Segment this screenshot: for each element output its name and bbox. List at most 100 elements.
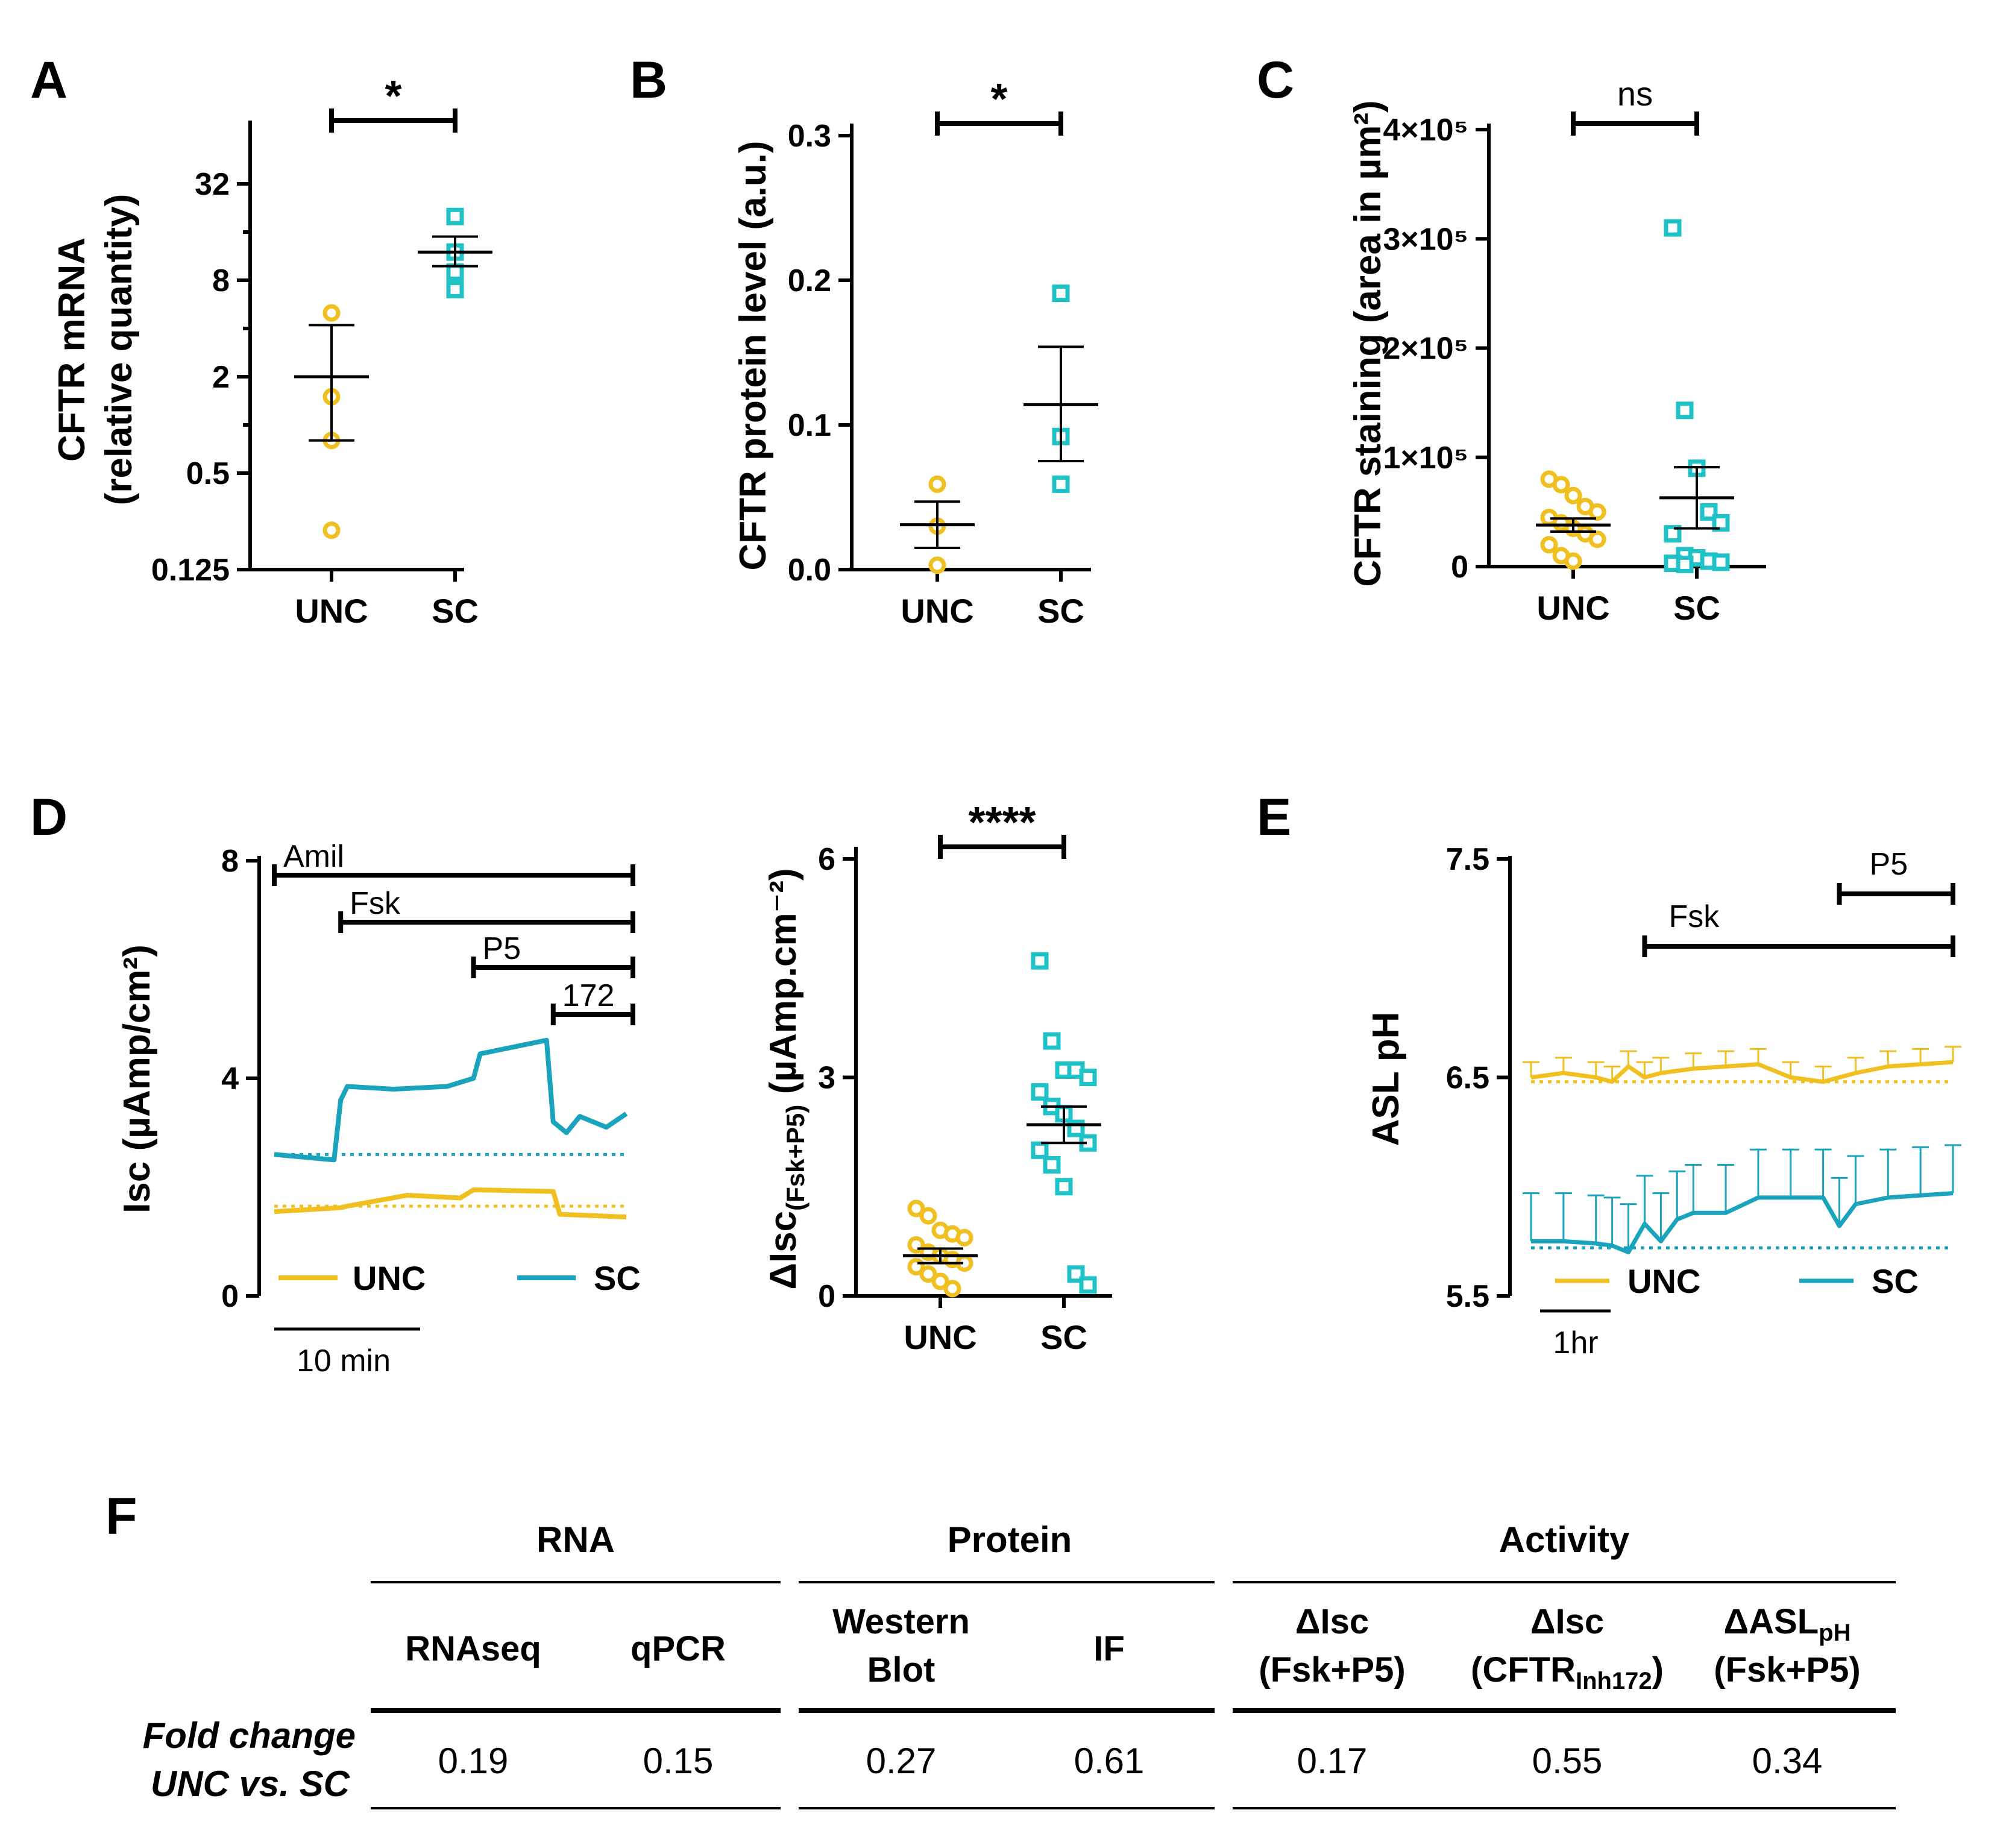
table-col-rnaseq: RNAseq	[405, 1629, 541, 1668]
table-col-dasl-line1: ΔASLpH	[1723, 1602, 1850, 1646]
chart-c-point-unc	[1588, 530, 1606, 548]
chart-e-legend-sc: SC	[1872, 1262, 1919, 1300]
table-col-qpcr: qPCR	[630, 1629, 726, 1668]
chart-e-drug-label: Fsk	[1668, 899, 1720, 934]
chart-a-category-label: SC	[432, 592, 479, 630]
table-value-dasl: 0.34	[1752, 1741, 1823, 1781]
chart-c-significance: ns	[1617, 75, 1653, 113]
table-col-disc-cftr-line2-a: (CFTR	[1471, 1650, 1576, 1689]
chart-c-ytick-label: 0	[1451, 550, 1468, 585]
chart-b-significance: *	[990, 75, 1007, 124]
chart-d-trace-drug-label: Fsk	[350, 886, 401, 921]
chart-b-category-label: UNC	[901, 592, 973, 630]
chart-d-dot-ylabel-sub: (Fsk+P5)	[781, 1105, 810, 1211]
chart-a-point-sc	[446, 280, 464, 298]
chart-d-dot-point-unc	[919, 1207, 937, 1225]
table-col-western-line1: Western	[832, 1602, 970, 1641]
chart-c-category-label: SC	[1673, 589, 1720, 627]
chart-a-ytick-label: 0.5	[186, 456, 230, 491]
chart-e-ytick-label: 7.5	[1446, 842, 1489, 877]
chart-d-dot-point-sc	[1031, 1141, 1049, 1159]
chart-d-trace-legend-unc: UNC	[353, 1259, 426, 1297]
panel-label-a: A	[30, 51, 68, 109]
chart-e-drug-label: P5	[1870, 847, 1908, 882]
chart-b-ytick-label: 0.3	[788, 119, 831, 154]
table-value-qpcr: 0.15	[643, 1741, 714, 1781]
chart-c-ytick-label: 4×10⁵	[1383, 113, 1468, 148]
table-col-western-line2: Blot	[867, 1650, 935, 1689]
chart-e-plot: 5.5 6.5 7.5 Fsk P5 1hr UNC SC	[1446, 842, 1961, 1360]
table-value-disc-cftr: 0.55	[1532, 1741, 1603, 1781]
chart-d-trace-ytick-label: 8	[221, 844, 239, 879]
chart-b-point-sc	[1052, 475, 1070, 493]
table-col-disc-cftr-line1: ΔIsc	[1530, 1602, 1604, 1641]
chart-c-point-unc	[1588, 503, 1606, 521]
chart-c-ylabel: CFTR staining (area in µm²)	[1347, 100, 1389, 586]
panel-label-d: D	[30, 788, 68, 846]
chart-d-dot-point-sc	[1043, 1032, 1061, 1050]
table-col-dasl-line1-sub: pH	[1819, 1620, 1850, 1646]
chart-b-ylabel: CFTR protein level (a.u.)	[732, 140, 774, 570]
table-value-western: 0.27	[866, 1741, 937, 1781]
panel-label-c: C	[1257, 51, 1294, 109]
chart-c: CFTR staining (area in µm²) 0 1×10⁵ 2×10⁵ 3…	[1347, 75, 1766, 627]
chart-d-trace-ylabel: Isc (µAmp/cm²)	[116, 944, 158, 1213]
chart-e: ASL pH 5.5 6.5 7.5 Fsk P5 1hr UNC SC	[1365, 842, 1961, 1360]
table-col-disc-fsk-line2: (Fsk+P5)	[1259, 1650, 1405, 1689]
chart-a-point-unc	[322, 521, 341, 539]
chart-b-point-sc	[1052, 284, 1070, 303]
chart-d-dot-point-unc	[919, 1265, 937, 1283]
chart-e-line-unc	[1530, 1060, 1954, 1084]
chart-c-point-sc	[1664, 219, 1682, 237]
chart-d-trace-drug-label: Amil	[283, 839, 344, 874]
chart-d-dot-point-sc	[1055, 1178, 1073, 1196]
table-value-rnaseq: 0.19	[438, 1741, 509, 1781]
chart-c-point-sc	[1712, 514, 1730, 532]
chart-d-dot-ytick-label: 0	[818, 1279, 835, 1314]
chart-e-scalebar-label: 1hr	[1553, 1325, 1598, 1360]
chart-c-point-unc	[1540, 536, 1558, 554]
chart-a: CFTR mRNA (relative quantity) 0.125 0.5 2 8…	[51, 72, 492, 630]
chart-d-dot-ylabel: ΔIsc(Fsk+P5) (µAmp.cm⁻²)	[763, 868, 810, 1289]
chart-d-trace-legend-sc: SC	[594, 1259, 641, 1297]
chart-d-dot-point-sc	[1079, 1069, 1097, 1086]
chart-a-ylabel-line1: CFTR mRNA	[51, 237, 93, 462]
chart-d-dot-category-label: SC	[1040, 1318, 1087, 1356]
table-group-activity: Activity	[1499, 1520, 1630, 1560]
chart-c-point-sc	[1712, 553, 1730, 571]
chart-d-dot-ylabel-unit: (µAmp.cm⁻²)	[763, 868, 804, 1104]
chart-c-point-sc	[1676, 401, 1694, 420]
chart-d-trace-ytick-label: 0	[221, 1279, 239, 1314]
summary-table: RNA Protein Activity Fold change UNC vs.…	[143, 1520, 1896, 1809]
chart-c-point-unc	[1564, 486, 1582, 504]
chart-d-dot-point-sc	[1079, 1276, 1097, 1294]
chart-e-legend-unc: UNC	[1627, 1262, 1700, 1300]
chart-d-dot-point-sc	[1031, 952, 1049, 970]
table-value-disc-fsk: 0.17	[1297, 1741, 1368, 1781]
chart-a-significance: *	[385, 72, 401, 121]
table-col-if: IF	[1093, 1629, 1125, 1668]
chart-c-ytick-label: 2×10⁵	[1383, 332, 1468, 366]
table-col-disc-cftr-line2: (CFTRInh172)	[1471, 1650, 1664, 1694]
chart-d-dot-point-unc	[943, 1280, 961, 1298]
chart-c-point-unc	[1564, 552, 1582, 570]
table-group-protein: Protein	[948, 1520, 1072, 1560]
chart-c-point-unc	[1552, 476, 1570, 494]
chart-a-ytick-label: 0.125	[151, 553, 230, 588]
chart-a-point-sc	[446, 207, 464, 225]
chart-b-point-unc	[928, 556, 946, 574]
chart-d-trace-ytick-label: 4	[221, 1061, 239, 1096]
panel-label-e: E	[1257, 788, 1291, 846]
chart-e-ytick-label: 6.5	[1446, 1061, 1489, 1096]
chart-d-dot-ytick-label: 3	[818, 1061, 835, 1096]
panel-label-f: F	[105, 1488, 137, 1545]
chart-d-trace-line-unc	[274, 1187, 627, 1220]
table-col-dasl-line1-a: ΔASL	[1723, 1602, 1819, 1641]
chart-a-ytick-label: 8	[212, 263, 230, 298]
table-col-disc-fsk-line1: ΔIsc	[1295, 1602, 1369, 1641]
table-group-rna: RNA	[536, 1520, 615, 1560]
chart-a-ytick-label: 2	[212, 360, 230, 395]
chart-e-ylabel: ASL pH	[1365, 1012, 1407, 1146]
chart-d-dot: ΔIsc(Fsk+P5) (µAmp.cm⁻²) 0 3 6 UNC SC ****	[763, 799, 1112, 1356]
